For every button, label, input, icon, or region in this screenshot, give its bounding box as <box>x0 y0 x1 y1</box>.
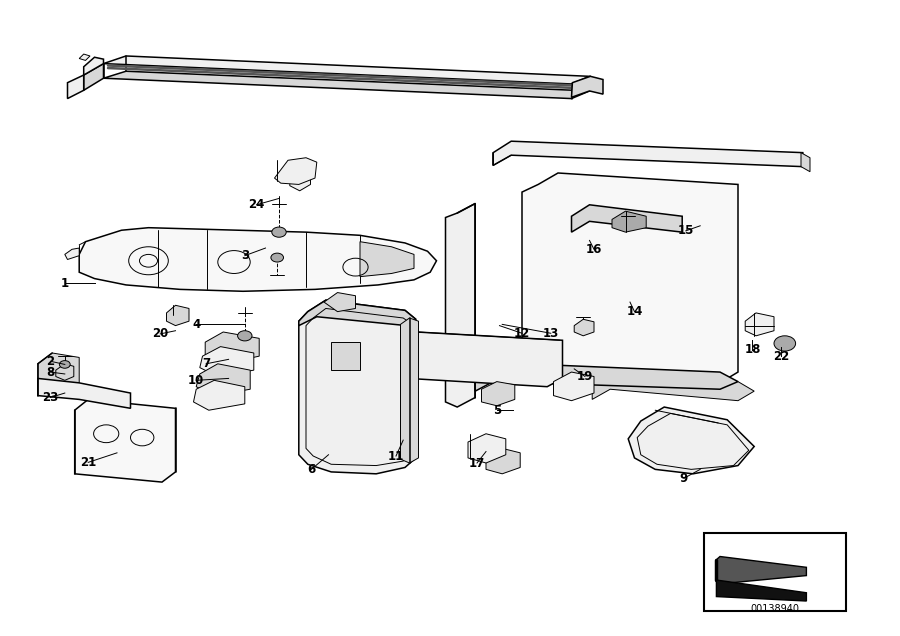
Polygon shape <box>574 319 594 336</box>
Bar <box>704 533 846 611</box>
Text: 3: 3 <box>240 249 249 262</box>
Text: 4: 4 <box>192 318 201 331</box>
Text: 2: 2 <box>46 355 55 368</box>
Text: 11: 11 <box>388 450 404 462</box>
Text: 15: 15 <box>678 225 694 237</box>
Polygon shape <box>104 56 590 84</box>
Polygon shape <box>331 342 360 370</box>
Polygon shape <box>376 321 405 342</box>
Circle shape <box>774 336 796 351</box>
Polygon shape <box>745 313 774 336</box>
Polygon shape <box>79 228 436 291</box>
Polygon shape <box>522 173 738 383</box>
Circle shape <box>238 331 252 341</box>
Polygon shape <box>104 71 590 99</box>
Circle shape <box>271 253 284 262</box>
Polygon shape <box>400 318 418 463</box>
Text: 6: 6 <box>307 463 316 476</box>
Polygon shape <box>554 372 594 401</box>
Polygon shape <box>360 242 414 277</box>
Polygon shape <box>205 332 259 364</box>
Text: 21: 21 <box>80 456 96 469</box>
Polygon shape <box>38 353 79 387</box>
Polygon shape <box>572 205 682 232</box>
Text: 13: 13 <box>543 327 559 340</box>
Polygon shape <box>475 363 738 391</box>
Polygon shape <box>482 382 515 406</box>
Polygon shape <box>468 434 506 463</box>
Text: 14: 14 <box>626 305 643 318</box>
Text: 23: 23 <box>42 391 58 404</box>
Text: 18: 18 <box>744 343 760 356</box>
Polygon shape <box>194 380 245 410</box>
Polygon shape <box>299 300 416 474</box>
Text: 8: 8 <box>46 366 55 378</box>
Polygon shape <box>801 153 810 172</box>
Text: 12: 12 <box>514 327 530 340</box>
Text: 22: 22 <box>773 350 789 363</box>
Polygon shape <box>65 248 79 259</box>
Polygon shape <box>68 75 84 99</box>
Polygon shape <box>572 76 603 97</box>
Polygon shape <box>716 580 806 601</box>
Text: 19: 19 <box>577 370 593 383</box>
Polygon shape <box>79 54 90 60</box>
Polygon shape <box>75 399 176 482</box>
Polygon shape <box>324 293 356 312</box>
Polygon shape <box>612 211 646 232</box>
Text: 16: 16 <box>586 243 602 256</box>
Text: 24: 24 <box>248 198 265 211</box>
Text: 1: 1 <box>60 277 69 289</box>
Polygon shape <box>486 448 520 474</box>
Polygon shape <box>628 407 754 474</box>
Polygon shape <box>38 378 130 408</box>
Polygon shape <box>446 204 475 407</box>
Text: 20: 20 <box>152 328 168 340</box>
Polygon shape <box>196 364 250 396</box>
Polygon shape <box>274 158 317 184</box>
Polygon shape <box>84 64 104 90</box>
Polygon shape <box>200 347 254 377</box>
Polygon shape <box>716 556 806 584</box>
Polygon shape <box>493 141 803 167</box>
Polygon shape <box>84 57 104 75</box>
Circle shape <box>272 227 286 237</box>
Polygon shape <box>592 370 754 401</box>
Text: 10: 10 <box>188 374 204 387</box>
Text: 17: 17 <box>469 457 485 469</box>
Circle shape <box>59 361 70 368</box>
Polygon shape <box>299 300 416 326</box>
Text: 7: 7 <box>202 357 211 370</box>
Text: 5: 5 <box>492 404 501 417</box>
Polygon shape <box>290 170 310 191</box>
Polygon shape <box>166 305 189 326</box>
Text: 00138940: 00138940 <box>751 604 799 614</box>
Polygon shape <box>360 331 562 387</box>
Polygon shape <box>56 364 74 380</box>
Text: 9: 9 <box>680 472 688 485</box>
